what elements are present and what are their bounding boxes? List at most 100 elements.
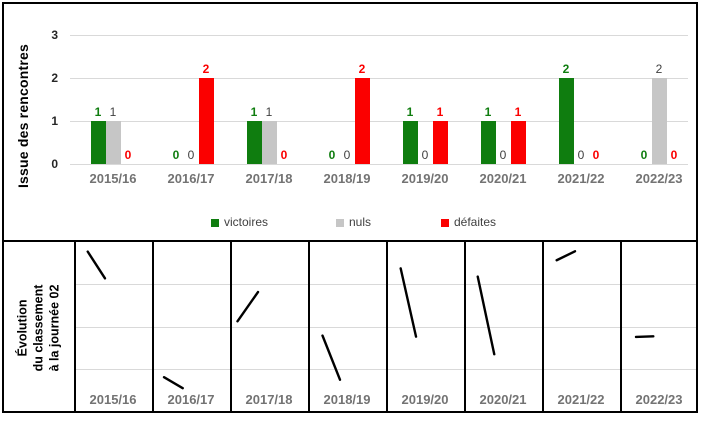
column-border — [386, 242, 388, 413]
bar-value-label-defaites: 0 — [124, 148, 132, 162]
ranking-sparkline — [236, 290, 260, 323]
bar-nuls — [651, 78, 667, 164]
legend-item-nuls: nuls — [336, 215, 371, 230]
bar-value-label-nuls: 2 — [655, 62, 663, 76]
cell-gridline — [464, 326, 542, 328]
bar-value-label-victoires: 0 — [640, 148, 648, 162]
cell-gridline — [620, 284, 698, 285]
cell-gridline — [542, 369, 620, 370]
bar-value-label-nuls: 0 — [343, 148, 351, 162]
legend-swatch-nuls — [336, 218, 344, 227]
ranking-cell: 2020/21 — [464, 242, 542, 413]
bar-value-label-defaites: 2 — [202, 62, 210, 76]
cell-gridline — [152, 284, 230, 285]
ranking-cell: 2019/20 — [386, 242, 464, 413]
ranking-category-label: 2020/21 — [479, 392, 527, 407]
column-border — [74, 242, 76, 413]
cell-gridline — [620, 369, 698, 370]
y-tick-label: 1 — [51, 114, 58, 128]
cell-gridline — [542, 284, 620, 285]
cell-gridline — [386, 284, 464, 285]
row-label-line-2: du classement — [31, 284, 46, 371]
column-border — [308, 242, 310, 413]
bar-value-label-defaites: 1 — [436, 105, 444, 119]
ranking-cell: 2022/23 — [620, 242, 698, 413]
bar-defaites — [510, 121, 526, 164]
y-gridline — [70, 164, 688, 165]
x-category-label: 2018/19 — [323, 171, 371, 186]
bar-value-label-victoires: 1 — [94, 105, 102, 119]
cell-gridline — [308, 326, 386, 328]
cell-gridline — [152, 369, 230, 370]
bar-value-label-victoires: 2 — [562, 62, 570, 76]
cell-gridline — [386, 369, 464, 370]
bar-value-label-defaites: 0 — [280, 148, 288, 162]
cell-gridline — [230, 369, 308, 370]
cell-gridline — [74, 326, 152, 328]
ranking-cell: 2015/16 — [74, 242, 152, 413]
bar-victoires — [90, 121, 106, 164]
column-border — [542, 242, 544, 413]
legend-item-victoires: victoires — [211, 215, 268, 230]
ranking-cell: 2021/22 — [542, 242, 620, 413]
y-tick-label: 0 — [51, 157, 58, 171]
bar-value-label-defaites: 0 — [592, 148, 600, 162]
row-label-line-1: Évolution — [15, 299, 30, 356]
ranking-sparkline — [476, 275, 496, 356]
column-border — [620, 242, 622, 413]
ranking-category-label: 2015/16 — [89, 392, 137, 407]
cell-gridline — [152, 326, 230, 328]
ranking-sparkline — [555, 250, 577, 262]
bar-nuls — [105, 121, 121, 164]
ranking-sparkline — [399, 267, 418, 338]
y-axis-title: Issue des rencontres — [2, 2, 44, 230]
ranking-sparkline — [162, 375, 184, 390]
legend-label: défaites — [454, 215, 497, 229]
x-category-label: 2020/21 — [479, 171, 527, 186]
x-category-label: 2019/20 — [401, 171, 449, 186]
bar-victoires — [402, 121, 418, 164]
bar-nuls — [261, 121, 277, 164]
ranking-cell: 2016/17 — [152, 242, 230, 413]
row-label-text: Évolution du classement à la journée 02 — [14, 284, 62, 371]
cell-gridline — [542, 326, 620, 328]
bar-value-label-victoires: 1 — [250, 105, 258, 119]
cell-gridline — [308, 284, 386, 285]
x-category-label: 2021/22 — [557, 171, 605, 186]
ranking-category-label: 2019/20 — [401, 392, 449, 407]
x-category-label: 2015/16 — [89, 171, 137, 186]
cell-gridline — [308, 369, 386, 370]
bar-value-label-victoires: 0 — [328, 148, 336, 162]
bar-value-label-nuls: 0 — [421, 148, 429, 162]
bar-value-label-victoires: 0 — [172, 148, 180, 162]
bar-value-label-victoires: 1 — [484, 105, 492, 119]
legend: victoires nuls défaites — [0, 215, 701, 230]
y-gridline — [70, 78, 688, 79]
column-border — [464, 242, 466, 413]
row-label-line-3: à la journée 02 — [47, 284, 62, 371]
bar-value-label-defaites: 0 — [670, 148, 678, 162]
cell-gridline — [464, 284, 542, 285]
ranking-sparkline — [321, 334, 342, 381]
legend-label: victoires — [224, 215, 269, 229]
bar-victoires — [558, 78, 574, 164]
x-category-label: 2022/23 — [635, 171, 683, 186]
bar-defaites — [198, 78, 214, 164]
bar-value-label-victoires: 1 — [406, 105, 414, 119]
legend-swatch-victoires — [211, 218, 219, 227]
bar-value-label-nuls: 0 — [499, 148, 507, 162]
ranking-sparkline — [86, 250, 107, 280]
legend-label: nuls — [349, 215, 372, 229]
x-category-label: 2016/17 — [167, 171, 215, 186]
ranking-category-label: 2017/18 — [245, 392, 293, 407]
column-border — [230, 242, 232, 413]
cell-gridline — [74, 369, 152, 370]
y-gridline — [70, 121, 688, 122]
ranking-cell: 2018/19 — [308, 242, 386, 413]
column-border — [152, 242, 154, 413]
cell-gridline — [386, 326, 464, 328]
cell-gridline — [74, 284, 152, 285]
legend-swatch-defaites — [441, 218, 449, 227]
